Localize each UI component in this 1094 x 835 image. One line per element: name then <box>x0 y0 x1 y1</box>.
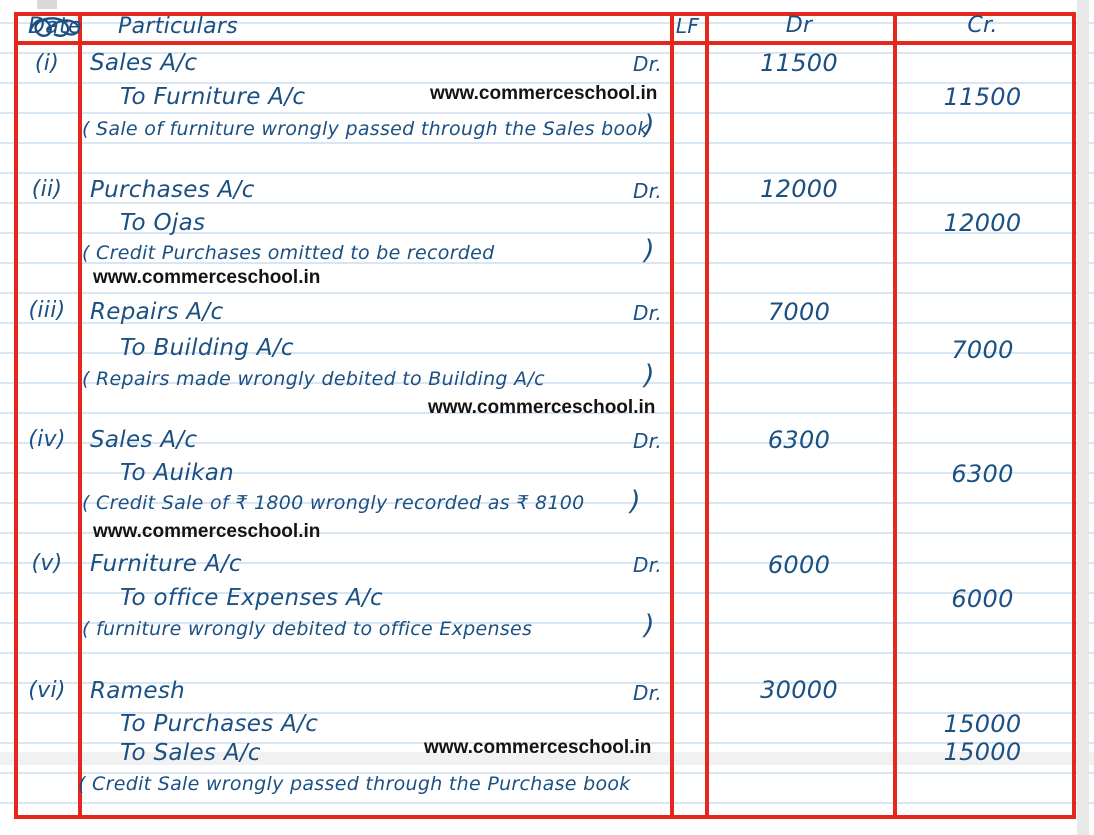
lf-column-divider-right <box>705 12 709 819</box>
date-column-divider <box>78 12 82 819</box>
dr-cr-divider <box>893 12 897 819</box>
header-bottom-border <box>14 41 1076 45</box>
narration-close-paren: ) <box>644 610 655 641</box>
debit-amount: 12000 <box>760 175 838 203</box>
lf-column-divider-left <box>670 12 674 819</box>
credit-account: To Purchases A/c <box>120 711 319 737</box>
credit-amount: 6300 <box>951 460 1014 488</box>
credit-amount: 15000 <box>943 738 1022 766</box>
entry-number: (iv) <box>28 427 66 452</box>
highlight-band <box>0 752 1094 765</box>
credit-amount: 15000 <box>943 710 1022 738</box>
dr-label: Dr. <box>632 301 662 325</box>
table-bottom-border <box>14 815 1076 819</box>
dr-label: Dr. <box>632 179 662 203</box>
watermark: www.commerceschool.in <box>430 83 658 104</box>
credit-account: To Building A/c <box>120 335 294 361</box>
dr-label: Dr. <box>632 429 662 453</box>
narration-close-paren: ) <box>644 110 655 141</box>
debit-account: Purchases A/c <box>90 177 255 203</box>
entry-number: (i) <box>34 51 60 76</box>
page-edge-strip <box>1077 0 1089 835</box>
entry-number: (ii) <box>31 177 63 202</box>
narration: ( Credit Sale wrongly passed through the… <box>78 773 631 795</box>
dr-label: Dr. <box>632 681 662 705</box>
narration: ( Repairs made wrongly debited to Buildi… <box>82 368 545 390</box>
watermark: www.commerceschool.in <box>93 521 321 542</box>
watermark: www.commerceschool.in <box>428 397 656 418</box>
debit-account: Repairs A/c <box>90 299 224 325</box>
debit-account: Furniture A/c <box>90 551 242 577</box>
dr-label: Dr. <box>632 52 662 76</box>
debit-amount: 6000 <box>767 551 831 579</box>
dr-label: Dr. <box>632 553 662 577</box>
table-top-border <box>14 12 1076 16</box>
narration: ( Sale of furniture wrongly passed throu… <box>82 118 649 140</box>
narration: ( Credit Purchases omitted to be recorde… <box>82 242 495 264</box>
cr-column-header: Cr. <box>967 13 998 38</box>
table-right-border <box>1072 12 1076 819</box>
credit-account: To Sales A/c <box>120 740 261 766</box>
narration-close-paren: ) <box>630 486 641 517</box>
debit-account: Ramesh <box>90 678 185 704</box>
debit-amount: 30000 <box>760 676 838 704</box>
credit-amount: 11500 <box>943 83 1022 111</box>
debit-amount: 7000 <box>767 298 831 326</box>
watermark: www.commerceschool.in <box>93 267 321 288</box>
credit-account: To office Expenses A/c <box>120 585 383 611</box>
entry-number: (vi) <box>28 678 66 703</box>
credit-amount: 12000 <box>943 209 1022 237</box>
date-column-header: Date <box>28 14 82 39</box>
lf-column-header: LF <box>675 14 700 38</box>
credit-amount: 6000 <box>951 585 1014 613</box>
credit-amount: 7000 <box>951 336 1014 364</box>
narration: ( Credit Sale of ₹ 1800 wrongly recorded… <box>82 492 585 514</box>
scan-artifact <box>37 0 57 9</box>
table-left-border <box>14 12 18 819</box>
particulars-column-header: Particulars <box>118 14 238 39</box>
debit-account: Sales A/c <box>90 50 198 76</box>
entry-number: (v) <box>31 551 63 576</box>
debit-account: Sales A/c <box>90 427 198 453</box>
credit-account: To Furniture A/c <box>120 84 306 110</box>
debit-amount: 6300 <box>767 426 831 454</box>
narration: ( furniture wrongly debited to office Ex… <box>82 618 533 640</box>
debit-amount: 11500 <box>760 49 838 77</box>
entry-number: (iii) <box>28 298 66 323</box>
narration-close-paren: ) <box>644 360 655 391</box>
credit-account: To Auikan <box>120 460 234 486</box>
dr-column-header: Dr <box>785 13 813 38</box>
watermark: www.commerceschool.in <box>424 737 652 758</box>
credit-account: To Ojas <box>120 210 206 236</box>
narration-close-paren: ) <box>644 235 655 266</box>
